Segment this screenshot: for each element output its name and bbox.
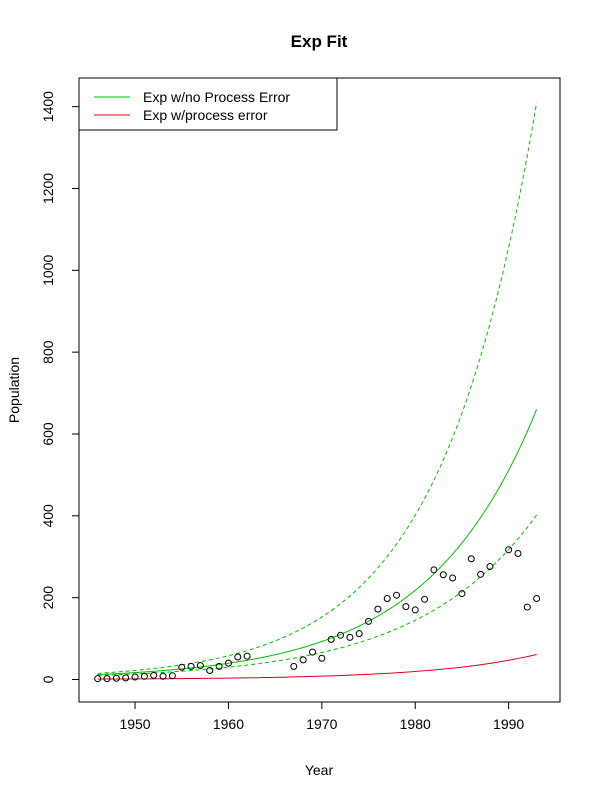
- data-point: [122, 674, 130, 682]
- data-point: [421, 595, 429, 603]
- data-point: [458, 590, 466, 598]
- data-point: [150, 671, 158, 679]
- y-axis: 0 200 400 600 800 1000 1200 1400: [40, 91, 80, 683]
- legend: Exp w/no Process Error Exp w/process err…: [78, 77, 338, 131]
- data-point: [140, 672, 148, 680]
- data-point: [374, 605, 382, 613]
- data-point: [430, 566, 438, 574]
- y-tick-label: 1400: [40, 91, 56, 122]
- y-axis-label: Population: [6, 357, 22, 423]
- data-point: [449, 574, 457, 582]
- data-point: [486, 563, 494, 571]
- x-tick-label: 1950: [119, 716, 150, 732]
- legend-label-process-error: Exp w/process error: [143, 107, 268, 123]
- y-tick-label: 1000: [40, 255, 56, 286]
- data-point: [290, 662, 298, 670]
- y-tick-label: 400: [40, 504, 56, 528]
- data-point: [346, 633, 354, 641]
- data-point: [411, 606, 419, 614]
- data-point: [505, 546, 513, 554]
- data-point: [234, 653, 242, 661]
- series-line-1: [97, 102, 538, 674]
- y-tick-label: 200: [40, 586, 56, 610]
- data-point: [112, 674, 120, 682]
- data-point: [178, 663, 186, 671]
- data-point: [187, 662, 195, 670]
- y-tick-label: 800: [40, 340, 56, 364]
- data-point: [168, 672, 176, 680]
- data-point: [327, 635, 335, 643]
- x-tick-label: 1990: [493, 716, 524, 732]
- data-point: [523, 603, 531, 611]
- data-point: [383, 594, 391, 602]
- data-point: [439, 571, 447, 579]
- data-point: [159, 672, 167, 680]
- data-point: [206, 666, 214, 674]
- data-point: [514, 549, 522, 557]
- y-tick-label: 0: [40, 675, 56, 683]
- x-tick-label: 1960: [213, 716, 244, 732]
- x-tick-label: 1980: [400, 716, 431, 732]
- data-point: [533, 594, 541, 602]
- data-point: [318, 654, 326, 662]
- data-point: [337, 631, 345, 639]
- legend-label-no-process-error: Exp w/no Process Error: [143, 89, 290, 105]
- data-point: [215, 662, 223, 670]
- data-point: [393, 591, 401, 599]
- y-tick-label: 600: [40, 422, 56, 446]
- plot-frame: [78, 77, 561, 703]
- data-point: [355, 630, 363, 638]
- data-point: [224, 659, 232, 667]
- series-line-2: [97, 514, 538, 676]
- x-axis: 1950 1960 1970 1980 1990: [119, 701, 524, 732]
- data-point: [131, 673, 139, 681]
- data-point: [196, 662, 204, 670]
- data-point: [94, 675, 102, 683]
- data-point: [365, 617, 373, 625]
- data-point: [308, 648, 316, 656]
- y-tick-label: 1200: [40, 173, 56, 204]
- series-line-3: [97, 654, 537, 680]
- chart-title: Exp Fit: [291, 32, 348, 51]
- series-lines: [97, 102, 538, 680]
- data-point: [299, 656, 307, 664]
- x-tick-label: 1970: [306, 716, 337, 732]
- data-point: [477, 570, 485, 578]
- data-point: [402, 603, 410, 611]
- series-line-0: [97, 409, 538, 676]
- data-points: [94, 546, 541, 683]
- data-point: [243, 652, 251, 660]
- data-point: [103, 675, 111, 683]
- legend-box: [78, 77, 338, 131]
- x-axis-label: Year: [305, 762, 334, 778]
- data-point: [467, 555, 475, 563]
